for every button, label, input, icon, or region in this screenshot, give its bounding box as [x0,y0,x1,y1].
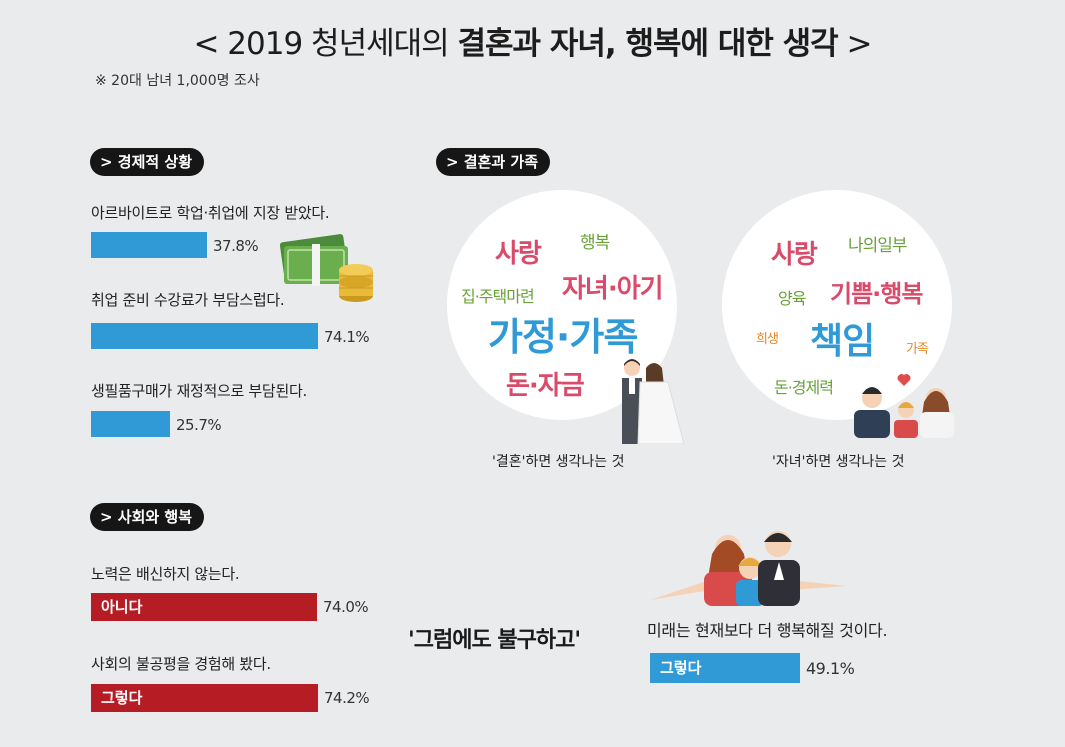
children-word-responsibility: 책임 [810,321,875,362]
marriage-word-family: 가정·가족 [488,315,638,359]
children-word-joy: 기쁨·행복 [830,280,923,308]
marriage-word-house: 집·주택마련 [461,287,535,306]
title-suffix: > [837,26,873,62]
society-bar-2-label: 그렇다 [101,689,143,707]
children-word-upbringing: 양육 [778,289,806,308]
society-q1: 노력은 배신하지 않는다. [91,565,240,583]
happy-family-icon [650,531,846,606]
wedding-couple-icon [622,359,685,444]
section-family-label: > 결혼과 가족 [436,148,551,176]
children-word-love: 사랑 [771,240,818,270]
marriage-word-children: 자녀·아기 [562,274,664,304]
marriage-caption: '결혼'하면 생각나는 것 [492,454,625,470]
children-word-sacrifice: 희생 [756,332,779,347]
section-economy-label: > 경제적 상황 [90,148,205,176]
quote-nevertheless: '그럼에도 불구하고' [408,628,581,653]
family-icon [854,374,954,438]
society-value-1: 74.0% [323,598,369,616]
marriage-word-money: 돈·자금 [506,371,585,401]
children-word-part: 나의일부 [848,236,908,256]
economy-value-2: 74.1% [324,328,370,346]
economy-q1: 아르바이트로 학업·취업에 지장 받았다. [91,204,330,222]
economy-value-3: 25.7% [176,416,222,434]
children-word-family: 가족 [906,342,929,357]
economy-bar-3 [91,411,170,437]
society-value-2: 74.2% [324,689,370,707]
children-word-cloud [722,190,952,420]
marriage-word-love: 사랑 [495,239,542,269]
economy-q3: 생필품구매가 재정적으로 부담된다. [91,382,307,400]
money-icon [279,234,373,302]
society-bar-2: 그렇다 [91,684,318,712]
page-title: < 2019 청년세대의 결혼과 자녀, 행복에 대한 생각 > [0,18,1065,63]
title-bold: 결혼과 자녀, 행복에 대한 생각 [457,26,839,62]
society-q2: 사회의 불공평을 경험해 봤다. [91,655,271,673]
survey-note: ※ 20대 남녀 1,000명 조사 [95,73,260,89]
section-society-label: > 사회와 행복 [90,503,205,531]
economy-value-1: 37.8% [213,237,259,255]
economy-q2: 취업 준비 수강료가 부담스럽다. [91,291,285,309]
children-word-money: 돈·경제력 [774,378,834,397]
future-bar: 그렇다 [650,653,800,683]
future-bar-label: 그렇다 [660,659,702,677]
society-bar-1: 아니다 [91,593,317,621]
economy-bar-2 [91,323,318,349]
future-value: 49.1% [806,659,855,678]
economy-bar-1 [91,232,207,258]
title-prefix: < 2019 청년세대의 [193,26,458,62]
marriage-word-happiness: 행복 [580,233,610,253]
society-bar-1-label: 아니다 [101,598,143,616]
future-q: 미래는 현재보다 더 행복해질 것이다. [647,621,888,640]
children-caption: '자녀'하면 생각나는 것 [772,454,905,470]
